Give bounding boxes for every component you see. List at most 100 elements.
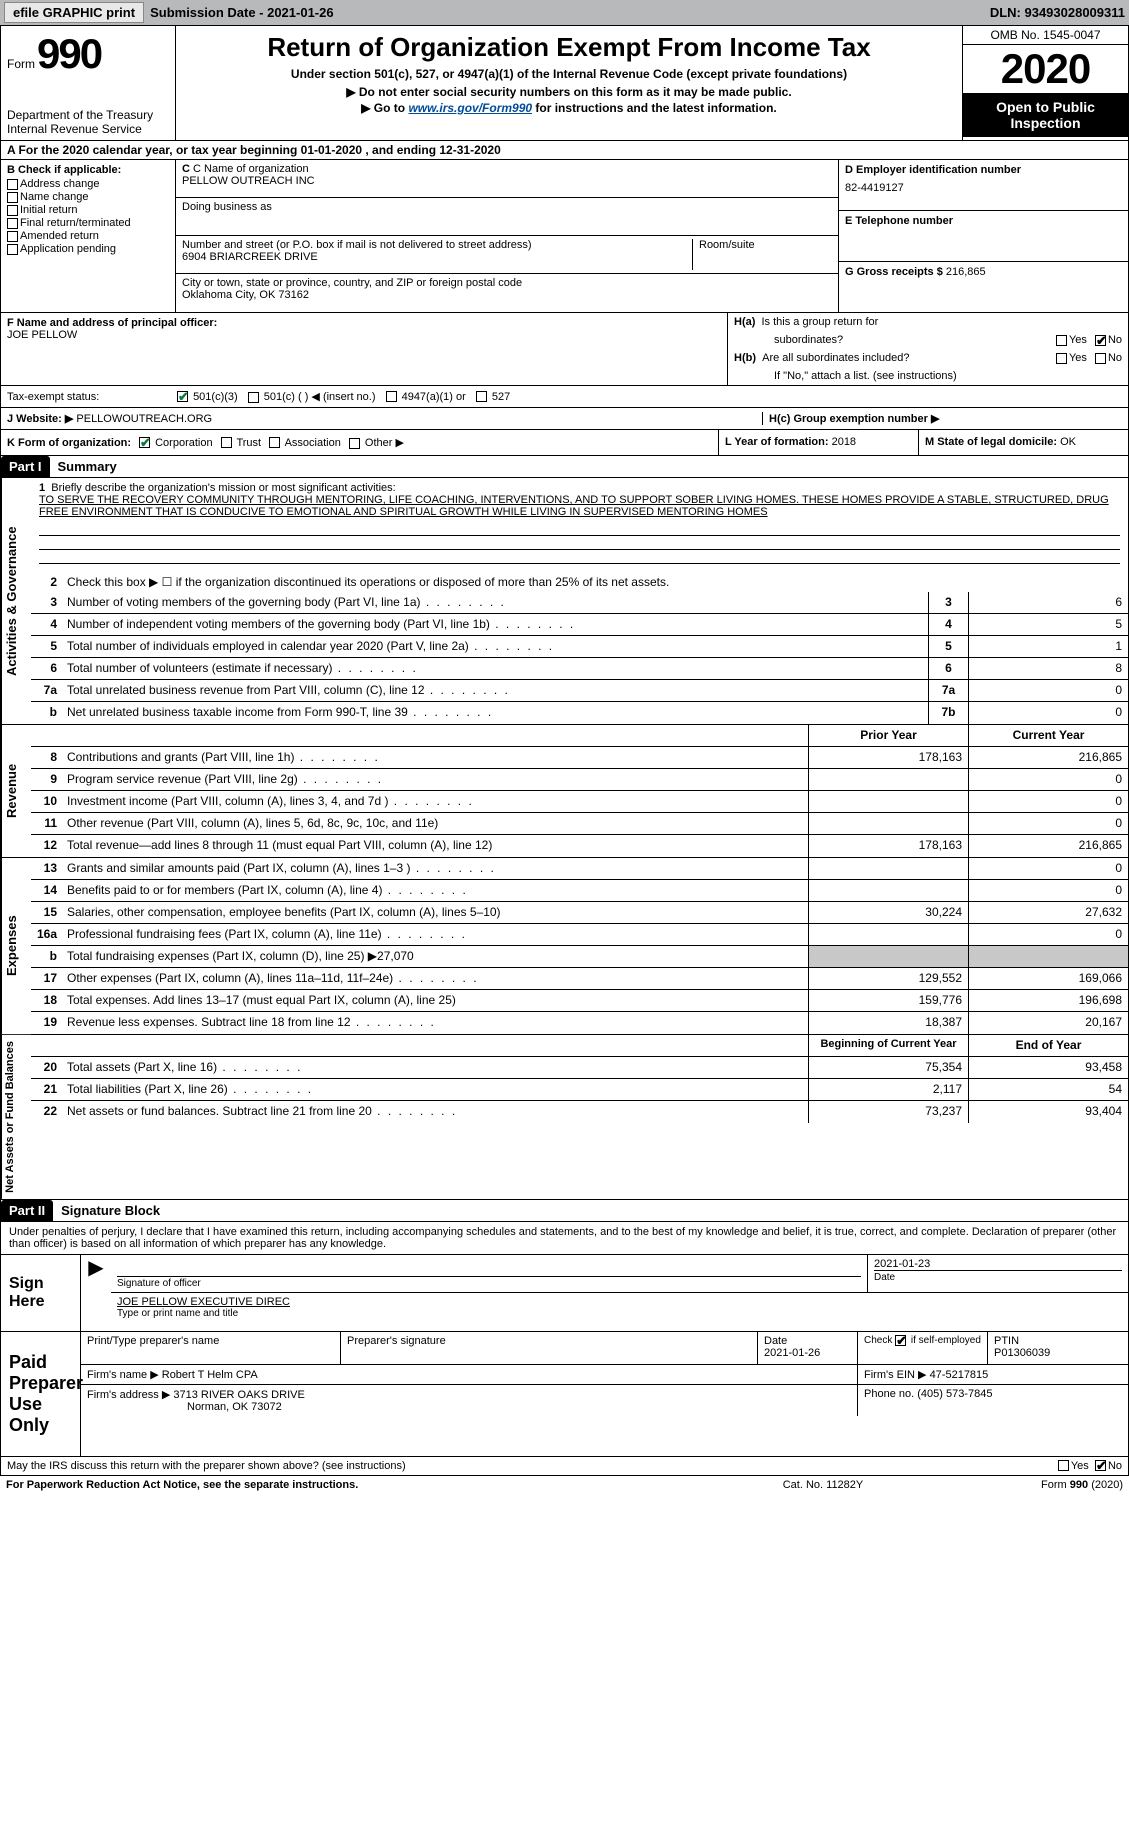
form-title: Return of Organization Exempt From Incom…	[186, 32, 952, 63]
hb-yes[interactable]: Yes	[1056, 352, 1087, 364]
line7a-val: 0	[968, 680, 1128, 701]
line7b-box: 7b	[928, 702, 968, 724]
sign-here-label: Sign Here	[1, 1255, 81, 1331]
line7b-val: 0	[968, 702, 1128, 724]
line18-current: 196,698	[968, 990, 1128, 1011]
gross-label: G Gross receipts $	[845, 266, 943, 278]
tax-year: 2020	[963, 45, 1128, 93]
cb-amended-return[interactable]: Amended return	[7, 230, 169, 242]
prep-date-cell: Date2021-01-26	[758, 1332, 858, 1364]
name-label: C Name of organization	[193, 163, 309, 175]
cb-final-return[interactable]: Final return/terminated	[7, 217, 169, 229]
sub3-post: for instructions and the latest informat…	[532, 101, 777, 115]
line22-current: 93,404	[968, 1101, 1128, 1123]
ha-no[interactable]: No	[1095, 334, 1122, 346]
subtitle-3: ▶ Go to www.irs.gov/Form990 for instruct…	[186, 101, 952, 115]
cb-address-change[interactable]: Address change	[7, 178, 169, 190]
cb-501c[interactable]: 501(c) ( ) ◀ (insert no.)	[248, 390, 376, 403]
cb-name-change[interactable]: Name change	[7, 191, 169, 203]
ein-label: D Employer identification number	[845, 164, 1122, 176]
discuss-question: May the IRS discuss this return with the…	[7, 1460, 1058, 1472]
line9-prior	[808, 769, 968, 790]
line12-prior: 178,163	[808, 835, 968, 857]
line15-txt: Salaries, other compensation, employee b…	[63, 902, 808, 923]
line6-txt: Total number of volunteers (estimate if …	[63, 658, 928, 679]
line22-txt: Net assets or fund balances. Subtract li…	[63, 1101, 808, 1123]
discuss-yes[interactable]: Yes	[1058, 1460, 1089, 1472]
period-row: A For the 2020 calendar year, or tax yea…	[0, 141, 1129, 160]
cb-527[interactable]: 527	[476, 391, 510, 403]
mission-block: 1 Briefly describe the organization's mi…	[31, 478, 1128, 522]
firm-ein-cell: Firm's EIN ▶ 47-5217815	[858, 1365, 1128, 1384]
line16b-txt: Total fundraising expenses (Part IX, col…	[63, 946, 808, 967]
line3-box: 3	[928, 592, 968, 613]
cb-4947[interactable]: 4947(a)(1) or	[386, 391, 466, 403]
ptin-cell: PTINP01306039	[988, 1332, 1128, 1364]
cb-association[interactable]: Association	[269, 437, 341, 449]
begin-year-hdr: Beginning of Current Year	[808, 1035, 968, 1056]
part1-title: Summary	[50, 456, 125, 477]
blank-line-3	[39, 550, 1120, 564]
line13-current: 0	[968, 858, 1128, 879]
line10-current: 0	[968, 791, 1128, 812]
paid-preparer-label: Paid Preparer Use Only	[1, 1332, 81, 1456]
efile-print-button[interactable]: efile GRAPHIC print	[4, 2, 144, 23]
l-label: L Year of formation:	[725, 436, 829, 448]
discuss-no[interactable]: No	[1095, 1460, 1122, 1472]
line20-current: 93,458	[968, 1057, 1128, 1078]
cb-other[interactable]: Other ▶	[349, 436, 404, 449]
ha-yes[interactable]: Yes	[1056, 334, 1087, 346]
cb-corporation[interactable]: Corporation	[139, 437, 213, 449]
cb-trust[interactable]: Trust	[221, 437, 262, 449]
firm-phone: (405) 573-7845	[917, 1388, 992, 1400]
irs-link[interactable]: www.irs.gov/Form990	[408, 101, 532, 115]
footer-left: For Paperwork Reduction Act Notice, see …	[6, 1479, 723, 1491]
m-value: OK	[1060, 436, 1076, 448]
cb-application-pending[interactable]: Application pending	[7, 243, 169, 255]
cb-self-employed[interactable]	[895, 1335, 906, 1346]
sig-officer-label: Signature of officer	[117, 1276, 861, 1289]
form-number: 990	[37, 30, 101, 78]
firm-ein: 47-5217815	[930, 1369, 989, 1381]
firm-phone-label: Phone no.	[864, 1388, 914, 1400]
firm-name-label: Firm's name ▶	[87, 1369, 159, 1381]
room-label: Room/suite	[699, 239, 832, 251]
line3-txt: Number of voting members of the governin…	[63, 592, 928, 613]
firm-addr-cell: Firm's address ▶ 3713 RIVER OAKS DRIVENo…	[81, 1385, 858, 1416]
line11-txt: Other revenue (Part VIII, column (A), li…	[63, 813, 808, 834]
firm-addr1: 3713 RIVER OAKS DRIVE	[173, 1389, 304, 1401]
prep-name-label: Print/Type preparer's name	[87, 1335, 334, 1347]
subtitle-2: ▶ Do not enter social security numbers o…	[186, 85, 952, 99]
line16a-prior	[808, 924, 968, 945]
prior-year-hdr: Prior Year	[808, 725, 968, 746]
sig-intro: Under penalties of perjury, I declare th…	[0, 1222, 1129, 1255]
part2-title: Signature Block	[53, 1200, 168, 1221]
line11-prior	[808, 813, 968, 834]
line17-prior: 129,552	[808, 968, 968, 989]
line19-txt: Revenue less expenses. Subtract line 18 …	[63, 1012, 808, 1034]
l-value: 2018	[832, 436, 856, 448]
form-word: Form	[7, 57, 35, 71]
addr-label: Number and street (or P.O. box if mail i…	[182, 239, 692, 251]
sign-here-block: Sign Here ▶ Signature of officer 2021-01…	[0, 1255, 1129, 1332]
top-bar: efile GRAPHIC print Submission Date - 20…	[0, 0, 1129, 25]
part2-num: Part II	[1, 1200, 53, 1221]
cb-501c3[interactable]: 501(c)(3)	[177, 391, 238, 403]
dba-label: Doing business as	[182, 201, 272, 213]
line20-prior: 75,354	[808, 1057, 968, 1078]
phone-label: E Telephone number	[845, 215, 1122, 227]
website-row: J Website: ▶ PELLOWOUTREACH.ORG H(c) Gro…	[0, 408, 1129, 430]
net-assets-tab: Net Assets or Fund Balances	[1, 1035, 31, 1199]
hb-no[interactable]: No	[1095, 352, 1122, 364]
officer-sig-cell: Signature of officer	[111, 1255, 868, 1292]
sub3-pre: ▶ Go to	[361, 101, 408, 115]
sign-arrow-icon: ▶	[81, 1255, 111, 1331]
line14-current: 0	[968, 880, 1128, 901]
line15-prior: 30,224	[808, 902, 968, 923]
line14-txt: Benefits paid to or for members (Part IX…	[63, 880, 808, 901]
mission-brief: Briefly describe the organization's miss…	[51, 482, 395, 494]
line12-txt: Total revenue—add lines 8 through 11 (mu…	[63, 835, 808, 857]
cb-initial-return[interactable]: Initial return	[7, 204, 169, 216]
firm-addr-label: Firm's address ▶	[87, 1389, 170, 1401]
city-value: Oklahoma City, OK 73162	[182, 289, 522, 301]
